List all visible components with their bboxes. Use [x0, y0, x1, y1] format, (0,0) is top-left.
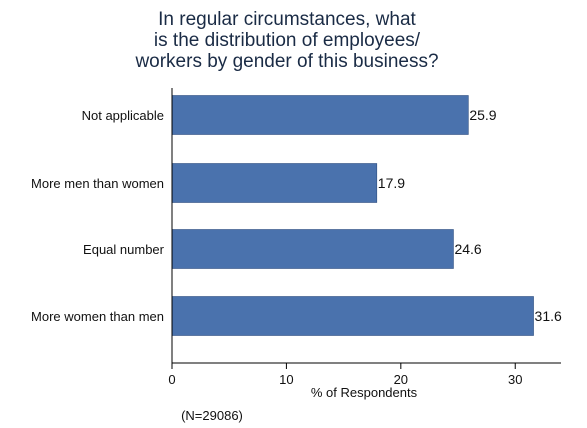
- bar-1: [171, 163, 378, 203]
- category-label: Not applicable: [82, 108, 164, 123]
- category-label: More men than women: [31, 176, 164, 191]
- value-label: 17.9: [378, 175, 405, 191]
- bar-0: [171, 95, 469, 135]
- bars-group: [171, 95, 534, 336]
- x-ticks: 0 10 20 30: [168, 363, 522, 387]
- bar-2: [171, 229, 454, 269]
- x-tick-label: 30: [508, 372, 522, 387]
- bar-3: [171, 296, 534, 336]
- chart-title: In regular circumstances, what is the di…: [134, 9, 438, 72]
- chart-title-line-3: workers by gender of this business?: [134, 51, 438, 72]
- category-label: More women than men: [31, 309, 164, 324]
- chart-title-line-2: is the distribution of employees/: [154, 30, 421, 51]
- chart-title-line-1: In regular circumstances, what: [158, 9, 416, 30]
- category-label: Equal number: [83, 242, 165, 257]
- value-label: 24.6: [454, 241, 481, 257]
- category-labels: Not applicable More men than women Equal n…: [31, 108, 165, 324]
- x-tick-label: 0: [168, 372, 175, 387]
- x-tick-label: 10: [279, 372, 293, 387]
- value-labels: 25.9 17.9 24.6 31.6: [378, 107, 562, 324]
- value-label: 31.6: [535, 308, 562, 324]
- x-axis-label: % of Respondents: [311, 385, 418, 400]
- value-label: 25.9: [469, 107, 496, 123]
- sample-size-note: (N=29086): [181, 408, 243, 423]
- x-tick-label: 20: [394, 372, 408, 387]
